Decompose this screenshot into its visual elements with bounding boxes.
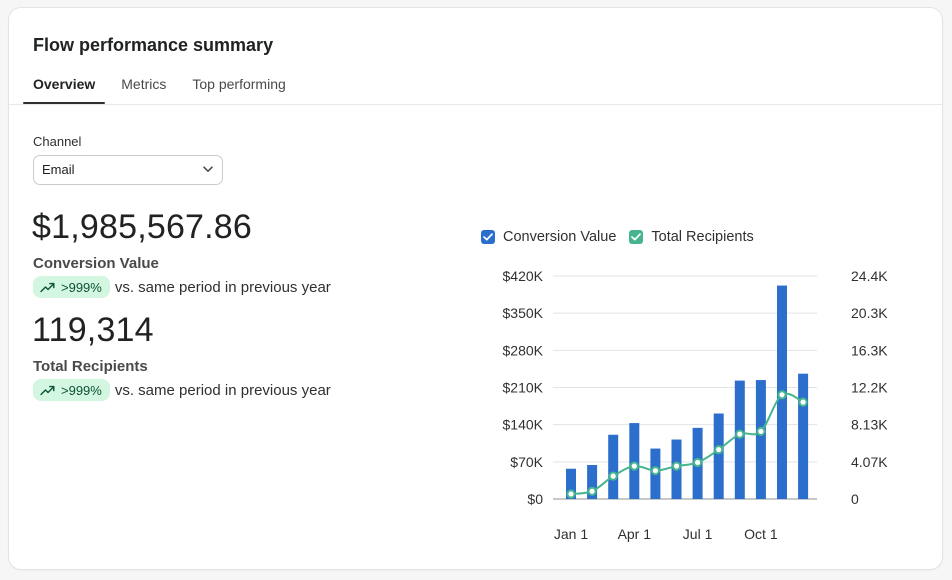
y-left-tick-label: $210K (503, 380, 544, 396)
y-left-tick-label: $280K (503, 342, 544, 358)
trend-comparison: vs. same period in previous year (114, 381, 331, 399)
y-right-tick-label: 0 (851, 491, 859, 507)
channel-select-value: Email (42, 162, 75, 177)
tabs-divider (9, 104, 942, 105)
x-tick-label: Jan 1 (554, 526, 588, 542)
line-point (629, 461, 639, 471)
bar (608, 434, 619, 499)
line-point (650, 466, 660, 476)
line-point (566, 489, 576, 499)
trend-badge-value: >999% (61, 279, 102, 295)
conversion-value-amount: $1,985,567.86 (32, 208, 253, 246)
flow-performance-card: Flow performance summary Overview Metric… (9, 8, 942, 569)
recipients-line (570, 392, 804, 495)
y-left-tick-label: $420K (503, 268, 544, 284)
trend-badge: >999% (33, 379, 110, 401)
total-recipients-amount: 119,314 (32, 311, 154, 349)
checkbox-checked-icon (481, 230, 495, 244)
line-point (693, 457, 703, 468)
bar (798, 373, 809, 499)
tab-overview[interactable]: Overview (23, 74, 106, 104)
bar (566, 468, 576, 499)
y-left-tick-label: $350K (503, 305, 544, 321)
y-right-tick-label: 8.13K (851, 417, 888, 433)
bar (587, 465, 598, 499)
line-point (608, 471, 618, 481)
line-point (756, 426, 766, 436)
line-point (735, 429, 745, 439)
card-title: Flow performance summary (33, 35, 274, 55)
legend-label: Total Recipients (651, 229, 754, 245)
y-left-tick-label: $140K (503, 417, 544, 433)
bar (755, 380, 766, 499)
y-right-tick-label: 20.3K (851, 305, 888, 321)
chevron-down-icon (203, 166, 213, 172)
line-point (777, 390, 787, 400)
channel-select[interactable]: Email (33, 155, 223, 185)
line-point (587, 486, 597, 496)
y-right-tick-label: 24.4K (851, 268, 888, 284)
conversion-value-trend: >999% vs. same period in previous year (33, 276, 331, 298)
trending-up-icon (40, 385, 55, 395)
bar (713, 413, 724, 499)
x-tick-label: Apr 1 (618, 526, 652, 542)
line-point (798, 397, 808, 407)
combo-chart: $0 $70K $140K $210K $280K $350K $420K 0 4.07K 8.1… (503, 268, 889, 542)
line-point (714, 445, 724, 455)
bar (734, 380, 745, 499)
y-right-tick-label: 16.3K (851, 342, 888, 358)
tab-metrics[interactable]: Metrics (121, 76, 167, 92)
legend-item-conversion-value[interactable]: Conversion Value (481, 229, 616, 245)
checkbox-checked-icon (629, 230, 644, 244)
line-point (671, 461, 682, 471)
trend-comparison: vs. same period in previous year (114, 278, 331, 296)
bar (629, 423, 640, 499)
chart-legend: Conversion Value Total Recipients (481, 229, 767, 245)
conversion-value-label: Conversion Value (33, 255, 159, 272)
total-recipients-trend: >999% vs. same period in previous year (33, 379, 331, 401)
trend-badge: >999% (33, 276, 110, 298)
y-left-tick-label: $70K (510, 454, 543, 470)
channel-label: Channel (33, 134, 82, 149)
x-tick-label: Jul 1 (683, 526, 713, 542)
legend-item-total-recipients[interactable]: Total Recipients (629, 229, 754, 245)
tab-bar: Overview Metrics Top performing (23, 74, 302, 104)
y-left-tick-label: $0 (527, 491, 543, 507)
x-tick-label: Oct 1 (744, 526, 778, 542)
total-recipients-label: Total Recipients (33, 358, 148, 375)
trend-badge-value: >999% (61, 382, 102, 398)
tab-top-performing[interactable]: Top performing (192, 76, 286, 92)
trending-up-icon (40, 282, 55, 292)
y-right-tick-label: 12.2K (851, 380, 888, 396)
legend-label: Conversion Value (503, 229, 617, 245)
y-right-tick-label: 4.07K (851, 454, 888, 470)
